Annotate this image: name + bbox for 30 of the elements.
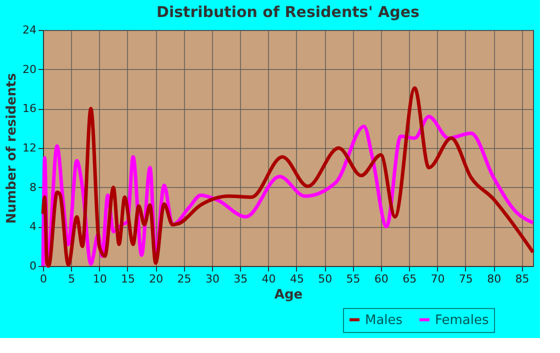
x-tick-label: 40 bbox=[262, 272, 276, 286]
x-tick-label: 65 bbox=[402, 272, 417, 286]
x-tick-label: 75 bbox=[458, 272, 473, 286]
x-tick-label: 20 bbox=[149, 272, 164, 286]
x-tick-label: 55 bbox=[346, 272, 360, 286]
y-axis-title: Number of residents bbox=[4, 72, 20, 224]
x-tick-label: 25 bbox=[177, 272, 192, 286]
x-tick-label: 50 bbox=[318, 272, 332, 286]
legend-label: Males bbox=[365, 312, 403, 328]
x-axis-title: Age bbox=[274, 288, 303, 302]
y-tick-label: 16 bbox=[22, 102, 36, 116]
x-tick-label: 30 bbox=[205, 272, 220, 286]
y-tick-label: 12 bbox=[22, 142, 36, 154]
x-tick-label: 60 bbox=[374, 272, 388, 286]
x-tick-label: 0 bbox=[40, 272, 47, 286]
x-tick-label: 35 bbox=[234, 272, 248, 286]
x-tick-label: 5 bbox=[68, 272, 76, 286]
x-tick-label: 70 bbox=[430, 272, 445, 286]
y-tick-label: 4 bbox=[30, 220, 36, 234]
y-tick-label: 8 bbox=[30, 180, 36, 194]
x-tick-label: 85 bbox=[515, 272, 530, 286]
legend-label: Females bbox=[435, 312, 490, 328]
x-tick-label: 80 bbox=[487, 272, 502, 286]
x-tick-label: 10 bbox=[92, 272, 107, 286]
y-tick-label: 24 bbox=[22, 24, 36, 36]
x-tick-label: 45 bbox=[290, 272, 304, 286]
x-tick-label: 15 bbox=[120, 272, 135, 286]
chart-title: Distribution of Residents' Ages bbox=[156, 3, 420, 21]
y-tick-label: 20 bbox=[22, 62, 36, 76]
y-tick-label: 0 bbox=[30, 260, 36, 272]
